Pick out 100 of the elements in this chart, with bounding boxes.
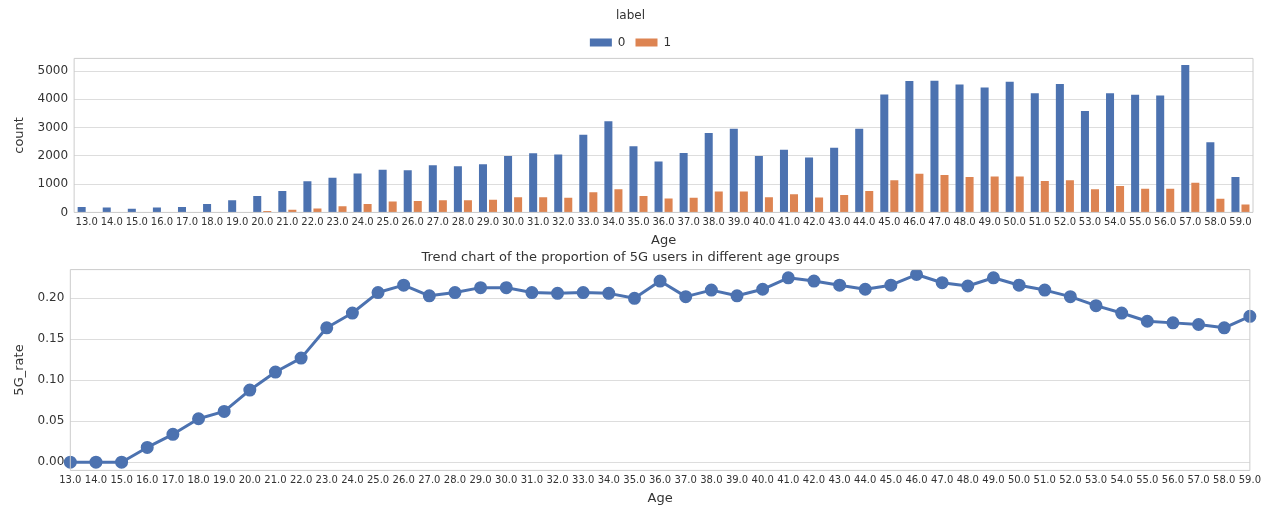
x-axis-title: Age [650,231,677,247]
bar [1030,93,1039,212]
x-tick-label: 46.0 [903,215,926,227]
x-tick-label: 20.0 [238,473,261,485]
bar [478,164,487,212]
x-tick-label: 23.0 [315,473,338,485]
bar [1181,64,1190,212]
bar [463,200,472,212]
x-tick-label: 45.0 [878,215,901,227]
point [756,282,770,296]
x-tick-label: 56.0 [1161,473,1185,485]
point [320,321,334,335]
bar [980,87,989,212]
point [807,274,821,288]
x-tick-label: 59.0 [1229,215,1252,227]
bar [539,197,548,212]
bar [1090,189,1099,212]
x-tick-label: 23.0 [326,215,349,227]
bar [990,176,999,212]
x-tick-label: 19.0 [213,473,236,485]
bar [664,198,673,212]
y-tick-label: 1000 [37,176,69,191]
x-tick-label: 43.0 [828,215,851,227]
y-axis-title: 5G_rate [11,344,27,396]
point [576,286,590,300]
x-tick-label: 32.0 [552,215,575,227]
point [525,286,539,300]
point [294,351,308,365]
x-tick-label: 20.0 [251,215,274,227]
bar [554,154,563,212]
x-tick-label: 58.0 [1204,215,1227,227]
y-tick-label: 0.05 [37,413,65,428]
y-tick-label: 4000 [37,91,69,106]
bar [177,207,187,212]
bar [489,199,498,212]
bar [754,155,763,212]
y-tick-label: 0.20 [37,290,65,305]
x-tick-label: 31.0 [520,473,544,485]
point [63,455,77,469]
bar [438,200,447,212]
x-tick-label: 54.0 [1110,473,1133,485]
x-tick-label: 21.0 [276,215,299,227]
point [961,279,975,293]
bar [930,80,939,212]
point [986,271,1000,285]
point [89,455,103,469]
point [140,440,154,454]
bar [378,169,387,212]
bar [1156,95,1165,212]
bar [840,194,849,212]
x-tick-label: 27.0 [426,215,449,227]
x-tick-label: 55.0 [1136,473,1159,485]
x-tick-label: 33.0 [572,473,595,485]
x-tick-label: 38.0 [702,215,725,227]
point [910,269,924,282]
point [115,455,129,469]
point [192,412,206,426]
point [1166,316,1180,330]
point [935,276,949,290]
x-tick-label: 54.0 [1103,215,1127,227]
bar [955,84,964,212]
bar [805,157,814,212]
point [243,383,257,397]
point [1115,306,1129,320]
y-tick-label: 0.15 [37,331,65,346]
point [1012,278,1026,292]
x-tick-label: 52.0 [1059,473,1082,485]
bar [303,181,312,212]
point [422,289,436,303]
bar [604,121,613,212]
bar [965,177,974,212]
y-tick-label: 2000 [37,148,69,163]
bar [313,208,322,212]
legend-label: 1 [663,34,672,49]
point [551,286,565,300]
x-tick-label: 22.0 [301,215,324,227]
x-tick-label: 39.0 [725,473,749,485]
point [730,289,744,303]
bar [764,197,773,212]
x-tick-label: 25.0 [376,215,399,227]
point [1038,283,1052,297]
point [884,278,898,292]
bar [127,208,136,212]
point [602,286,616,300]
bar [102,207,111,212]
x-tick-label: 36.0 [648,473,672,485]
y-tick-label: 0.00 [37,454,65,469]
bar [152,207,161,212]
point [653,274,667,288]
x-tick-label: 17.0 [175,215,199,227]
bar [288,209,297,212]
y-tick-label: 0.10 [37,372,65,387]
x-tick-label: 55.0 [1129,215,1152,227]
bar [815,197,824,212]
x-tick-label: 53.0 [1078,215,1102,227]
point [1063,290,1077,304]
x-tick-label: 37.0 [677,215,700,227]
x-tick-label: 26.0 [392,473,415,485]
bar [564,197,573,212]
bar [529,153,538,212]
